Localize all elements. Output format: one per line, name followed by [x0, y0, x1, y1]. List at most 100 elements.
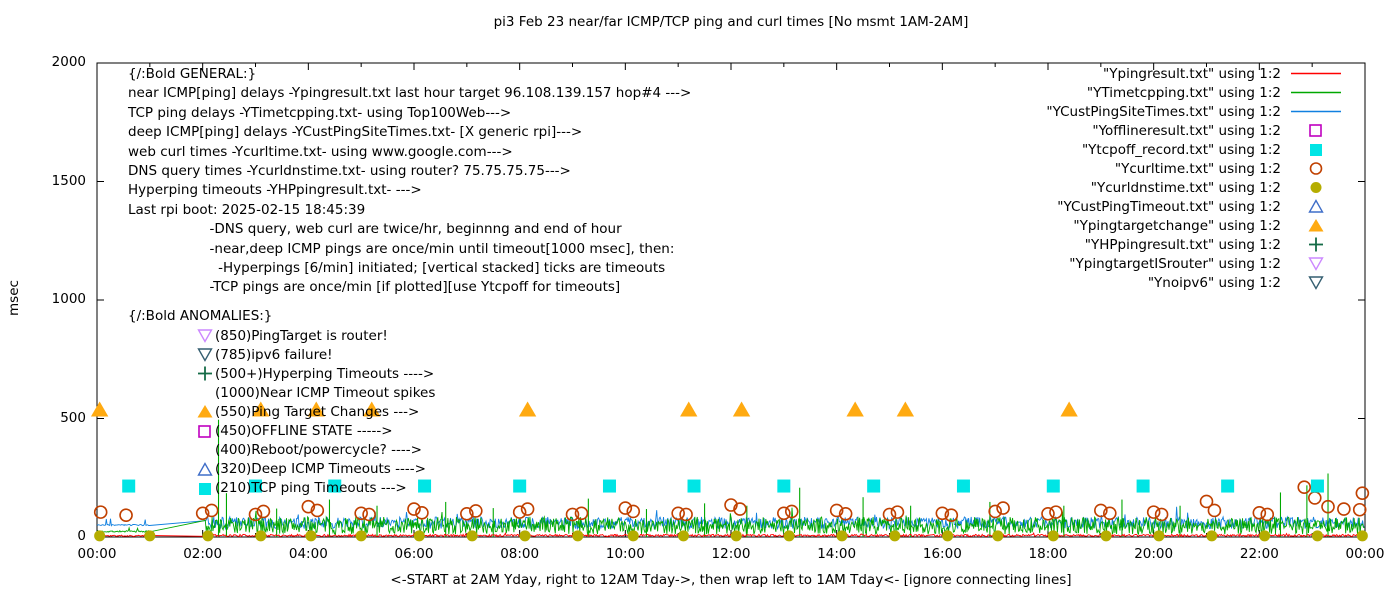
legend-glyph [1310, 182, 1322, 193]
anomaly-annotation: (1000)Near ICMP Timeout spikes [197, 383, 435, 402]
data-point-circle-open [119, 508, 133, 522]
x-tick-label: 16:00 [922, 546, 962, 562]
legend-glyph [1309, 162, 1323, 175]
data-point-circle-filled [355, 530, 367, 542]
data-point-circle-open [301, 499, 316, 514]
legend-entry: "Yofflineresult.txt" using 1:2 [840, 121, 1345, 140]
x-tick-label: 22:00 [1239, 546, 1279, 562]
data-point-circle-open [460, 506, 474, 521]
anomalies-annotation-header: {/:Bold ANOMALIES:} [128, 308, 273, 324]
legend-label: "YpingtargetISrouter" using 1:2 [1069, 255, 1281, 272]
legend-entry: "Ypingresult.txt" using 1:2 [840, 64, 1345, 83]
data-point-circle-open [1308, 491, 1322, 505]
data-point-triangle-up-filled [680, 401, 698, 417]
square-filled-icon [197, 481, 215, 496]
anomaly-glyph [199, 482, 211, 495]
data-point-circle-open [1337, 502, 1351, 516]
anomaly-text: (210)TCP ping Timeouts ---> [215, 480, 407, 497]
anomaly-text: (1000)Near ICMP Timeout spikes [215, 384, 436, 401]
data-point-circle-open [354, 506, 368, 521]
legend-label: "Ypingtargetchange" using 1:2 [1073, 217, 1281, 234]
line-legend-icon [1287, 104, 1345, 119]
general-annotation-block: {/:Bold GENERAL:} near ICMP[ping] delays… [128, 66, 692, 296]
data-point-circle-filled [144, 530, 156, 542]
data-point-circle-open [256, 504, 271, 519]
data-point-triangle-up-filled [252, 401, 270, 417]
data-point-triangle-up-filled [90, 401, 109, 417]
data-point-circle-open [195, 506, 210, 521]
legend-entry: "Ytcpoff_record.txt" using 1:2 [840, 140, 1345, 159]
data-point-circle-open [890, 505, 905, 519]
plus-icon [197, 366, 215, 381]
data-point-circle-open [1146, 505, 1161, 519]
triangle-up-open-legend-icon [1287, 199, 1345, 214]
legend-label: "Ycurldnstime.txt" using 1:2 [1090, 179, 1281, 196]
no-icon [197, 443, 215, 458]
data-point-circle-filled [305, 530, 317, 542]
legend-glyph [1308, 199, 1324, 213]
y-tick-label: 0 [77, 528, 86, 544]
data-point-circle-open [1355, 486, 1370, 500]
data-point-circle-filled [992, 530, 1004, 542]
data-point-square-filled [328, 479, 342, 493]
legend-entry: "YCustPingTimeout.txt" using 1:2 [840, 197, 1345, 216]
legend-entry: "Ycurldnstime.txt" using 1:2 [840, 178, 1345, 197]
data-point-circle-filled [836, 530, 848, 542]
data-point-triangle-up-filled [846, 401, 864, 417]
legend-label: "YHPpingresult.txt" using 1:2 [1084, 236, 1281, 253]
data-point-circle-open [512, 505, 527, 519]
x-tick-label: 00:00 [1345, 546, 1385, 562]
anomaly-annotation: (210)TCP ping Timeouts ---> [197, 479, 435, 498]
x-tick-label: 08:00 [500, 546, 540, 562]
data-point-square-filled [1221, 479, 1235, 493]
x-tick-label: 14:00 [817, 546, 857, 562]
data-point-circle-filled [1259, 530, 1271, 542]
line-legend-icon [1287, 66, 1345, 81]
square-filled-legend-icon [1287, 142, 1345, 157]
anomaly-text: (550)Ping Target Changes ---> [215, 403, 420, 420]
anomaly-annotation: (400)Reboot/powercycle? ----> [197, 441, 435, 460]
y-tick-label: 1000 [51, 291, 86, 307]
data-point-circle-open [1094, 503, 1108, 518]
anomaly-annotation: (785)ipv6 failure! [197, 345, 435, 364]
legend-glyph [1308, 219, 1324, 232]
data-point-circle-filled [519, 530, 531, 542]
anomaly-annotation: (550)Ping Target Changes ---> [197, 402, 435, 421]
y-tick-label: 2000 [51, 54, 86, 70]
triangle-down-open-legend-icon [1287, 275, 1345, 290]
anomaly-glyph [197, 329, 213, 343]
series-YTimetcpping.txt [96, 507, 1365, 536]
data-point-circle-open [362, 507, 376, 522]
anomaly-annotation: (850)PingTarget is router! [197, 326, 435, 345]
data-point-triangle-up-filled [518, 401, 537, 417]
x-tick-label: 20:00 [1134, 546, 1174, 562]
data-point-circle-filled [202, 530, 214, 542]
data-point-circle-open [407, 502, 421, 516]
data-point-circle-filled [1206, 530, 1218, 542]
data-point-circle-filled [1356, 530, 1368, 542]
anomaly-text: (785)ipv6 failure! [215, 346, 333, 363]
data-point-triangle-up-filled [1060, 401, 1078, 417]
anomaly-glyph [197, 405, 213, 418]
legend-entry: "YHPpingresult.txt" using 1:2 [840, 235, 1345, 254]
no-icon [197, 385, 215, 400]
anomaly-glyph [198, 424, 211, 438]
legend-label: "Ytcpoff_record.txt" using 1:2 [1081, 141, 1281, 158]
data-point-triangle-up-filled [307, 401, 325, 417]
data-point-circle-open [882, 507, 897, 522]
triangle-up-filled-icon [197, 404, 215, 419]
data-point-circle-open [574, 506, 589, 521]
plus-legend-icon [1287, 237, 1345, 252]
data-point-square-filled [956, 479, 970, 493]
anomaly-text: (450)OFFLINE STATE -----> [215, 423, 393, 440]
legend-label: "YTimetcpping.txt" using 1:2 [1086, 84, 1281, 101]
data-point-circle-open [1049, 505, 1063, 519]
x-tick-label: 12:00 [711, 546, 751, 562]
data-point-circle-open [1321, 499, 1335, 514]
triangle-down-open-icon [197, 347, 215, 363]
data-point-circle-open [733, 502, 747, 516]
legend-glyph [1309, 124, 1322, 137]
data-point-circle-open [520, 502, 535, 516]
